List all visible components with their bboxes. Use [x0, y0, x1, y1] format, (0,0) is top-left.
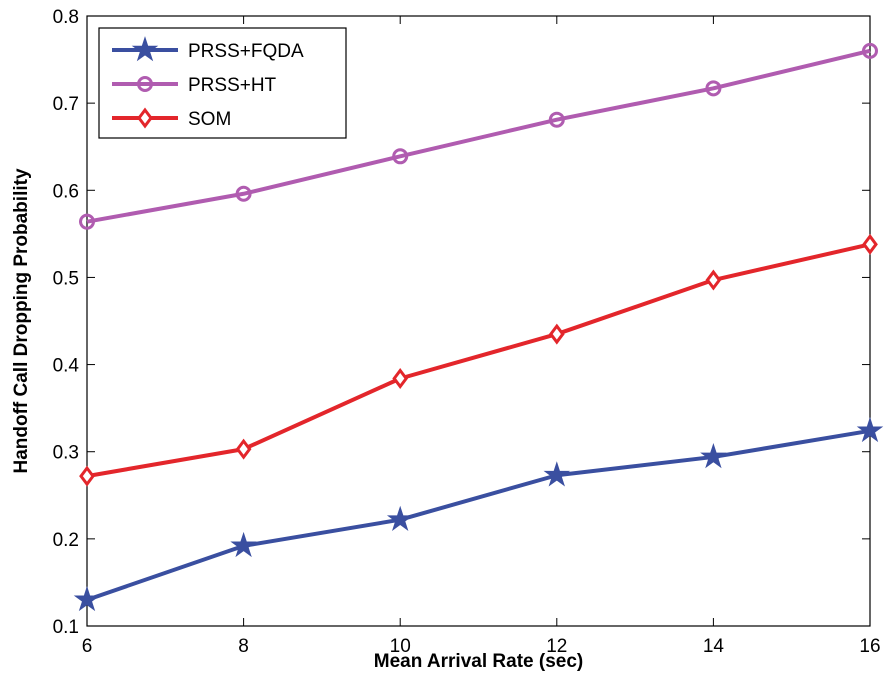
circle-marker — [392, 148, 409, 165]
circle-marker — [137, 76, 153, 92]
y-tick-label: 0.5 — [53, 268, 79, 289]
y-tick-label: 0.8 — [53, 7, 79, 28]
y-tick-label: 0.3 — [53, 443, 79, 464]
series-circle — [79, 42, 878, 230]
star-marker — [700, 443, 727, 469]
axis-ticks: 6 8 10 12 14 16 0.1 0.2 0.3 0.4 0.5 0.6 0.7 0.8 — [53, 7, 881, 657]
legend-label: SOM — [188, 109, 231, 130]
circle-marker — [862, 42, 878, 59]
circle-marker — [235, 185, 252, 202]
diamond-marker — [862, 233, 878, 255]
series-group — [73, 42, 884, 612]
star-marker — [386, 505, 414, 531]
series-star — [73, 416, 884, 612]
legend: PRSS+FQDA PRSS+HT SOM — [98, 27, 347, 139]
x-axis-label: Mean Arrival Rate (sec) — [374, 651, 583, 672]
series-line — [86, 48, 871, 224]
diamond-marker — [235, 438, 252, 460]
x-tick-label: 16 — [859, 636, 880, 657]
y-tick-label: 0.4 — [53, 356, 80, 377]
series-line — [86, 428, 871, 602]
x-tick-label: 6 — [82, 636, 93, 657]
star-marker — [73, 585, 101, 612]
x-tick-label: 10 — [390, 636, 411, 657]
x-tick-label: 8 — [238, 636, 249, 657]
diamond-marker — [79, 465, 95, 487]
star-marker — [543, 461, 571, 487]
legend-item: PRSS+HT — [112, 75, 277, 96]
legend-label: PRSS+HT — [188, 75, 277, 96]
y-tick-label: 0.6 — [53, 181, 79, 202]
axes-frame — [86, 15, 871, 627]
diamond-marker — [548, 323, 565, 345]
y-tick-label: 0.2 — [53, 530, 79, 551]
circle-marker — [79, 213, 95, 230]
diamond-marker — [705, 269, 722, 291]
legend-item: SOM — [112, 107, 231, 130]
diamond-marker — [137, 107, 153, 129]
star-marker — [230, 531, 257, 558]
y-tick-label: 0.1 — [53, 617, 79, 638]
series-diamond — [79, 233, 878, 487]
diamond-marker — [392, 368, 409, 390]
star-marker — [131, 36, 159, 62]
circle-marker — [705, 80, 722, 97]
x-tick-label: 14 — [703, 636, 725, 657]
star-marker — [856, 416, 884, 443]
series-line — [86, 242, 871, 479]
y-tick-label: 0.7 — [53, 94, 79, 115]
legend-label: PRSS+FQDA — [188, 41, 304, 62]
x-tick-label: 12 — [546, 636, 567, 657]
legend-item: PRSS+FQDA — [112, 36, 304, 62]
y-axis-label: Handoff Call Dropping Probability — [11, 168, 32, 473]
circle-marker — [548, 111, 565, 128]
